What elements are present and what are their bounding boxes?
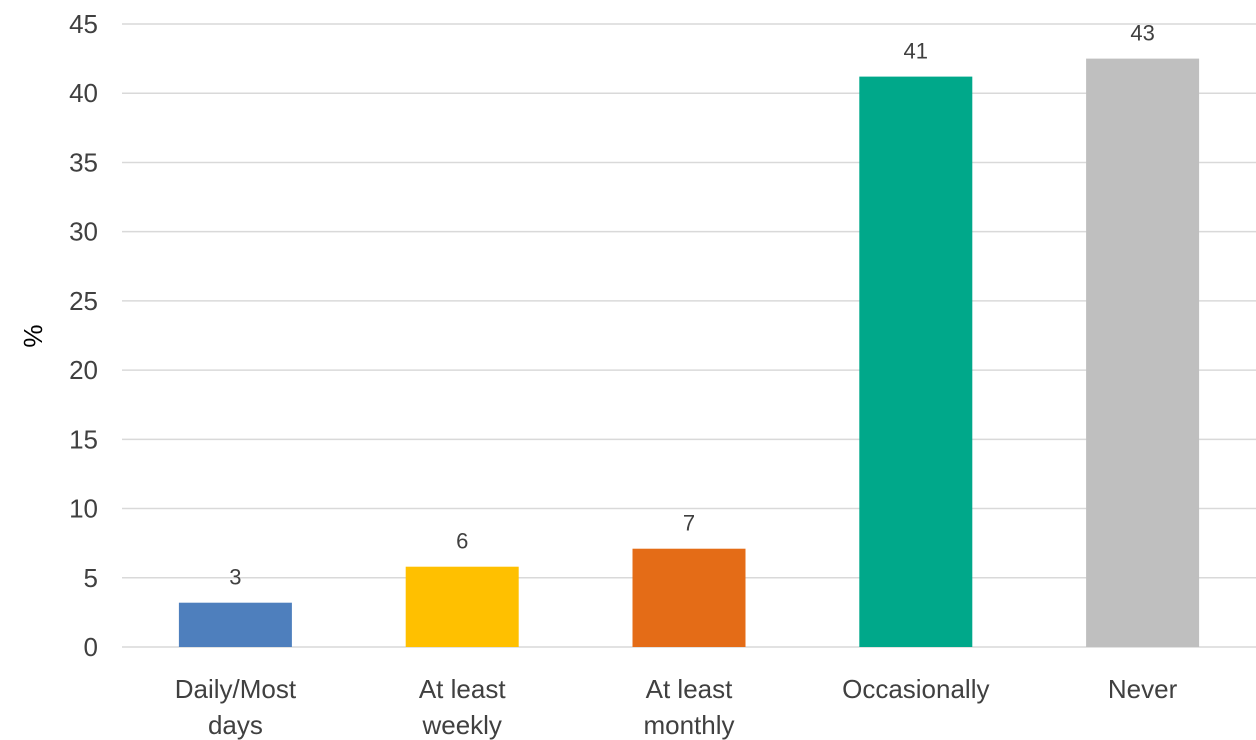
x-axis-categories: Daily/Most days At least weekly At least mont… — [175, 674, 1178, 740]
data-labels: 3 6 7 41 43 — [229, 21, 1155, 590]
y-tick-label: 25 — [69, 286, 98, 316]
y-tick-label: 5 — [84, 563, 98, 593]
x-tick-label: weekly — [421, 710, 501, 740]
y-tick-label: 40 — [69, 78, 98, 108]
bar — [1086, 58, 1200, 648]
y-tick-label: 15 — [69, 424, 98, 454]
bar — [178, 602, 292, 647]
data-label: 43 — [1130, 21, 1154, 46]
x-tick-label: Daily/Most — [175, 674, 297, 704]
data-label: 41 — [904, 39, 928, 64]
data-label: 3 — [229, 565, 241, 590]
x-tick-label: days — [208, 710, 263, 740]
data-label: 6 — [456, 529, 468, 554]
bars — [178, 58, 1200, 648]
x-tick-label: Occasionally — [842, 674, 989, 704]
bar — [632, 548, 746, 647]
data-label: 7 — [683, 511, 695, 536]
bar — [405, 566, 519, 647]
y-tick-label: 10 — [69, 494, 98, 524]
x-tick-label: monthly — [643, 710, 734, 740]
y-axis-ticks: 0 5 10 15 20 25 30 35 40 45 — [69, 9, 98, 662]
y-tick-label: 20 — [69, 355, 98, 385]
y-axis-title: % — [18, 324, 48, 347]
x-tick-label: At least — [419, 674, 506, 704]
gridlines — [122, 23, 1256, 648]
y-tick-label: 30 — [69, 217, 98, 247]
y-tick-label: 0 — [84, 632, 98, 662]
bar — [859, 76, 973, 647]
x-tick-label: At least — [646, 674, 733, 704]
x-tick-label: Never — [1108, 674, 1178, 704]
y-tick-label: 35 — [69, 147, 98, 177]
y-tick-label: 45 — [69, 9, 98, 39]
